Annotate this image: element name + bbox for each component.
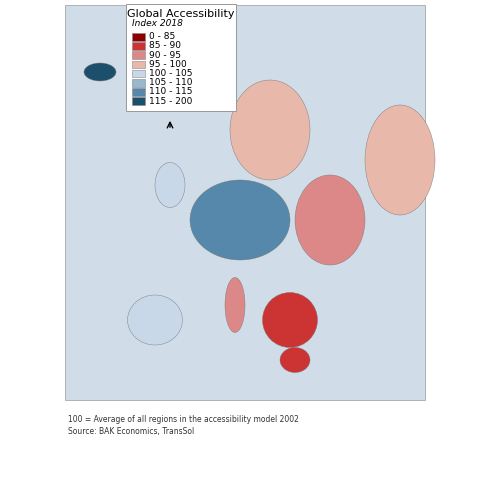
Ellipse shape <box>262 292 318 348</box>
Text: Source: BAK Economics, TransSol: Source: BAK Economics, TransSol <box>68 427 194 436</box>
Bar <box>132 98 145 105</box>
Bar <box>132 42 145 50</box>
Bar <box>132 88 145 96</box>
Bar <box>132 79 145 86</box>
Bar <box>132 33 145 40</box>
Ellipse shape <box>190 180 290 260</box>
Ellipse shape <box>155 162 185 208</box>
Ellipse shape <box>365 105 435 215</box>
Bar <box>65 5 425 400</box>
Bar <box>132 60 145 68</box>
Text: 100 = Average of all regions in the accessibility model 2002: 100 = Average of all regions in the acce… <box>68 415 299 424</box>
Text: 95 - 100: 95 - 100 <box>149 60 187 69</box>
Text: 105 - 110: 105 - 110 <box>149 78 192 87</box>
Bar <box>132 70 145 78</box>
Bar <box>132 52 145 59</box>
Text: 85 - 90: 85 - 90 <box>149 42 181 50</box>
Ellipse shape <box>128 295 182 345</box>
Text: Index 2018: Index 2018 <box>132 20 183 28</box>
Text: Global Accessibility: Global Accessibility <box>127 9 235 19</box>
Ellipse shape <box>225 278 245 332</box>
Ellipse shape <box>230 80 310 180</box>
Text: 100 - 105: 100 - 105 <box>149 69 192 78</box>
Ellipse shape <box>84 63 116 81</box>
FancyBboxPatch shape <box>126 4 236 111</box>
Ellipse shape <box>280 348 310 372</box>
Text: 90 - 95: 90 - 95 <box>149 50 181 59</box>
Ellipse shape <box>295 175 365 265</box>
Text: 115 - 200: 115 - 200 <box>149 96 192 106</box>
Text: 110 - 115: 110 - 115 <box>149 88 192 96</box>
Text: 0 - 85: 0 - 85 <box>149 32 176 42</box>
